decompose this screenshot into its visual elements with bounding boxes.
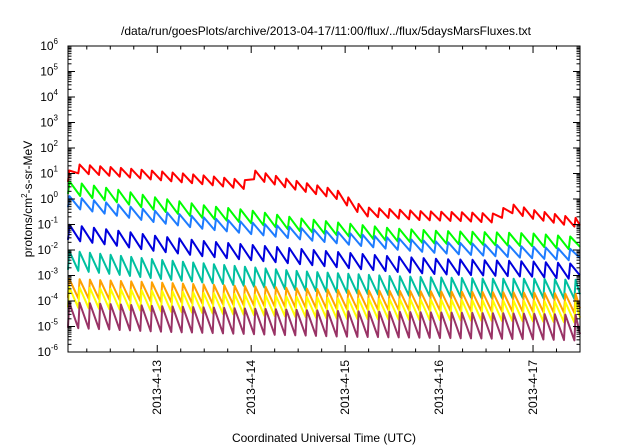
- chart-title: /data/run/goesPlots/archive/2013-04-17/1…: [121, 24, 532, 38]
- series-layer: [67, 163, 581, 342]
- y-tick-label: 10-5: [38, 318, 59, 334]
- x-tick-label: 2013-4-17: [526, 360, 540, 415]
- series-line: [67, 301, 581, 342]
- y-tick-label: 100: [40, 190, 58, 206]
- x-axis: 2013-4-13 2013-4-14 2013-4-15 2013-4-16 2013…: [86, 46, 581, 415]
- series-line: [67, 223, 581, 280]
- y-tick-label: 105: [40, 63, 58, 79]
- y-tick-label: 101: [40, 165, 58, 181]
- y-tick-label: 10-4: [38, 292, 59, 308]
- x-tick-label: 2013-4-15: [338, 360, 352, 415]
- y-tick-label: 104: [40, 88, 58, 104]
- y-tick-label: 106: [40, 37, 58, 53]
- y-tick-label: 10-1: [38, 216, 59, 232]
- x-axis-label: Coordinated Universal Time (UTC): [232, 431, 416, 445]
- x-tick-label: 2013-4-14: [244, 360, 258, 415]
- series-line: [67, 195, 581, 262]
- y-axis: 106 105 104 103 102 101 100 10-1 10-2 10-3 10-4 10-…: [38, 37, 580, 359]
- x-tick-label: 2013-4-16: [432, 360, 446, 415]
- series-line: [67, 163, 581, 228]
- y-axis-label: protons/cm2-s-sr-MeV: [20, 141, 35, 257]
- y-tick-label: 103: [40, 114, 58, 130]
- series-line: [67, 249, 581, 300]
- x-tick-label: 2013-4-13: [150, 360, 164, 415]
- y-tick-label: 10-6: [38, 343, 59, 359]
- y-tick-label: 102: [40, 139, 58, 155]
- y-tick-label: 10-2: [38, 241, 59, 257]
- y-tick-label: 10-3: [38, 267, 59, 283]
- series-line: [67, 180, 581, 251]
